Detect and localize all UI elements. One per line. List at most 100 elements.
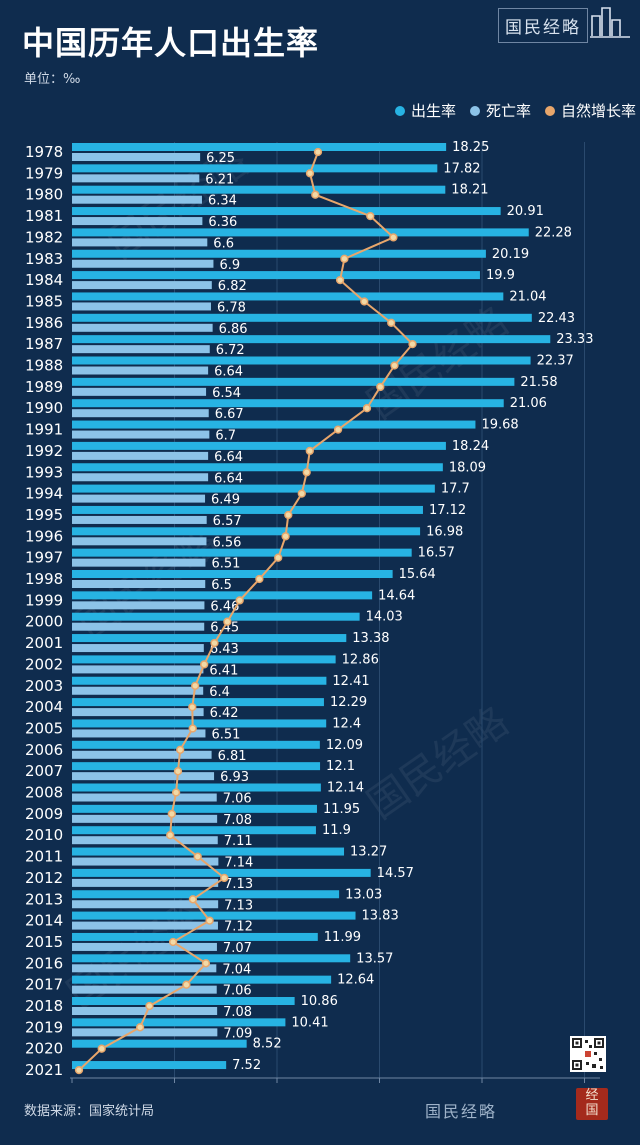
birth-rate-bar	[72, 335, 551, 344]
death-rate-value: 6.67	[215, 407, 244, 422]
death-rate-bar	[72, 323, 213, 332]
birth-rate-value: 17.12	[429, 503, 466, 518]
death-rate-value: 6.93	[220, 770, 249, 785]
birth-rate-value: 20.91	[507, 204, 544, 219]
birth-rate-value: 22.28	[535, 225, 572, 240]
birth-rate-bar	[72, 634, 347, 643]
birth-rate-value: 17.7	[441, 482, 470, 497]
birth-rate-value: 8.52	[253, 1037, 282, 1052]
death-rate-value: 7.13	[224, 877, 253, 892]
year-label: 2013	[25, 890, 63, 908]
death-rate-bar	[72, 515, 207, 524]
natural-growth-point	[220, 873, 229, 883]
death-rate-bar	[72, 750, 212, 759]
birth-rate-bar	[72, 783, 321, 792]
year-label: 1999	[25, 591, 63, 609]
birth-rate-bar	[72, 228, 529, 237]
death-rate-bar	[72, 985, 217, 994]
birth-rate-value: 13.57	[356, 951, 393, 966]
birth-rate-value: 20.19	[492, 247, 529, 262]
birth-rate-value: 21.06	[510, 396, 547, 411]
birth-rate-bar	[72, 527, 421, 536]
death-rate-bar	[72, 387, 207, 396]
seal-stamp-icon: 经国	[576, 1088, 608, 1120]
death-rate-bar	[72, 195, 202, 204]
death-rate-bar	[72, 814, 218, 823]
year-label: 1980	[25, 186, 63, 204]
qr-code-icon[interactable]	[570, 1036, 606, 1072]
year-label: 2020	[25, 1040, 63, 1058]
birth-rate-bar	[72, 655, 336, 664]
year-label: 2010	[25, 826, 63, 844]
death-rate-value: 6.49	[211, 493, 240, 508]
death-rate-bar	[72, 921, 218, 930]
legend-birth-dot	[394, 105, 405, 116]
legend-death-rate: 死亡率	[469, 100, 531, 121]
natural-growth-point	[360, 297, 369, 306]
birth-rate-bar	[72, 292, 504, 301]
death-rate-value: 6.51	[211, 557, 240, 572]
birth-rate-bar	[72, 890, 340, 899]
natural-growth-point	[167, 809, 176, 819]
data-source: 数据来源：国家统计局	[24, 1104, 155, 1119]
birth-rate-value: 13.38	[352, 631, 389, 646]
year-label: 1998	[25, 570, 63, 588]
birth-rate-value: 22.43	[538, 311, 575, 326]
birth-rate-bar	[72, 399, 504, 408]
natural-growth-point	[333, 425, 343, 434]
death-rate-value: 6.34	[208, 194, 237, 209]
year-label: 2019	[25, 1018, 63, 1036]
birth-rate-bar	[72, 932, 318, 941]
year-label: 1979	[25, 164, 63, 182]
year-label: 2008	[25, 784, 63, 802]
natural-growth-point	[340, 254, 349, 263]
birth-rate-bar	[72, 484, 435, 493]
natural-growth-point	[182, 980, 191, 989]
birth-rate-bar	[72, 463, 443, 472]
death-rate-bar	[72, 494, 206, 503]
year-label: 1994	[25, 485, 63, 503]
death-rate-value: 7.11	[224, 834, 253, 849]
birth-rate-value: 12.4	[332, 716, 361, 731]
natural-growth-point	[176, 745, 185, 754]
legend-growth-dot	[544, 105, 555, 116]
death-rate-bar	[72, 878, 219, 887]
birth-rate-bar	[72, 164, 438, 173]
year-label: 1997	[25, 549, 63, 567]
birth-rate-value: 11.95	[323, 802, 360, 817]
watermark: 国民经略	[359, 699, 516, 828]
birth-rate-bar	[72, 740, 320, 749]
year-label: 2000	[25, 613, 63, 631]
birth-rate-bar	[72, 271, 480, 280]
birth-rate-value: 18.21	[451, 183, 488, 198]
death-rate-value: 7.13	[224, 898, 253, 913]
natural-growth-line	[78, 151, 414, 1071]
natural-growth-point	[274, 553, 283, 562]
death-rate-bar	[72, 473, 209, 482]
death-rate-value: 6.46	[210, 599, 239, 614]
year-label: 1991	[25, 421, 63, 439]
birth-rate-bar	[72, 762, 321, 771]
death-rate-bar	[72, 281, 212, 290]
birth-rate-bar	[72, 1061, 227, 1070]
death-rate-value: 7.14	[224, 856, 253, 871]
death-rate-value: 7.08	[223, 813, 252, 828]
year-label: 1992	[25, 442, 63, 460]
death-rate-bar	[72, 302, 211, 311]
year-label: 1989	[25, 378, 63, 396]
bottom-watermark: 国民经略	[425, 1102, 498, 1121]
brand-logo-text: 国民经略	[498, 8, 588, 43]
death-rate-value: 6.51	[211, 727, 240, 742]
death-rate-bar	[72, 942, 217, 951]
birth-rate-bar	[72, 997, 295, 1005]
natural-growth-point	[173, 767, 183, 776]
death-rate-value: 7.07	[223, 941, 252, 956]
birth-rate-value: 14.64	[378, 588, 415, 603]
year-label: 1983	[25, 250, 63, 268]
death-rate-value: 6.45	[210, 621, 239, 636]
birth-rate-bar	[72, 420, 476, 429]
natural-growth-point	[135, 1023, 145, 1032]
natural-growth-point	[376, 382, 385, 392]
birth-rate-value: 14.57	[377, 866, 414, 881]
natural-growth-point	[188, 724, 197, 733]
